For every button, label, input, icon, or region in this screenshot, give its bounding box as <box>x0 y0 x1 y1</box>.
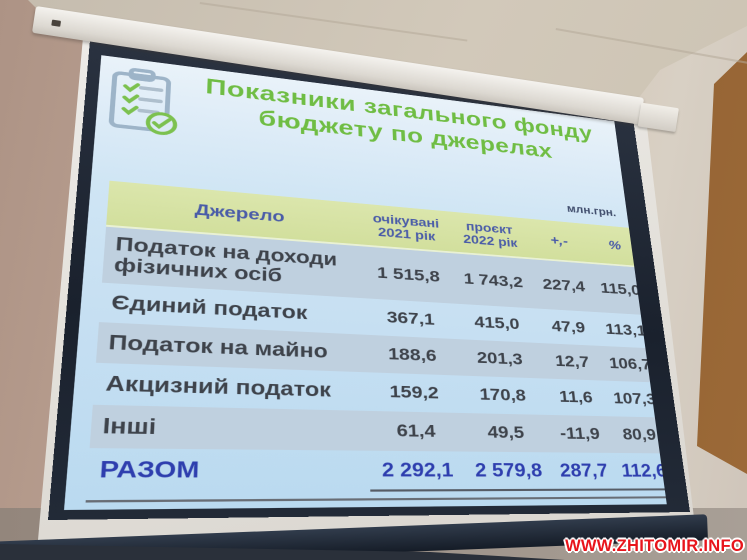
projected-slide-frame: Показники загального фонду бюджету по дж… <box>48 40 691 520</box>
totals-row: РАЗОМ 2 292,1 2 579,8 287,7 112,6 <box>85 448 667 503</box>
cell-delta: 11,6 <box>558 387 594 407</box>
cell-delta: -11,9 <box>559 423 601 444</box>
cell-percent: 80,9 <box>621 425 658 444</box>
cell-expected-2021: 1 515,8 <box>376 263 441 286</box>
cell-percent: 112,6 <box>620 460 667 481</box>
row-label: Єдиний податок <box>110 291 308 324</box>
cell-expected-2021: 367,1 <box>386 308 436 329</box>
row-label: Податок на майно <box>107 331 328 363</box>
cell-project-2022: 415,0 <box>473 313 521 333</box>
header-cell-delta: +,- <box>549 232 569 249</box>
totals-values: 2 292,1 2 579,8 287,7 112,6 <box>369 450 667 492</box>
row-label: Інші <box>101 414 157 440</box>
totals-label: РАЗОМ <box>98 457 200 484</box>
units-label: млн.грн. <box>566 202 617 219</box>
cell-delta: 47,9 <box>550 317 586 337</box>
cell-project-2022: 1 743,2 <box>463 269 524 291</box>
cell-percent: 115,0 <box>599 279 642 299</box>
casing-slot <box>51 19 62 27</box>
clipboard-checklist-icon <box>106 65 182 138</box>
cell-percent: 106,7 <box>608 354 652 374</box>
cell-delta: 227,4 <box>541 275 586 295</box>
cell-expected-2021: 61,4 <box>396 420 436 441</box>
cell-project-2022: 170,8 <box>478 384 527 405</box>
cell-expected-2021: 188,6 <box>387 344 438 366</box>
cell-delta: 287,7 <box>558 459 609 481</box>
cell-expected-2021: 2 292,1 <box>381 458 454 481</box>
cell-delta: 12,7 <box>554 351 590 371</box>
budget-table: Джерело очікувані 2021 рік проєкт 2022 р… <box>85 180 667 503</box>
header-cell-percent: % <box>607 237 622 253</box>
cell-percent: 107,3 <box>612 389 657 409</box>
cell-expected-2021: 159,2 <box>389 382 440 403</box>
row-label: Акцизний податок <box>104 372 332 402</box>
header-cell-source: Джерело <box>194 200 285 226</box>
cell-project-2022: 201,3 <box>476 348 524 369</box>
cell-percent: 113,1 <box>604 320 647 340</box>
cell-project-2022: 49,5 <box>486 422 525 443</box>
slide: Показники загального фонду бюджету по дж… <box>64 55 667 511</box>
watermark: WWW.ZHITOMIR.INFO <box>565 537 744 555</box>
cell-project-2022: 2 579,8 <box>474 459 543 481</box>
header-cell-project-2022: проєкт 2022 рік <box>462 219 518 250</box>
header-cell-expected-2021: очікувані 2021 рік <box>372 211 440 244</box>
